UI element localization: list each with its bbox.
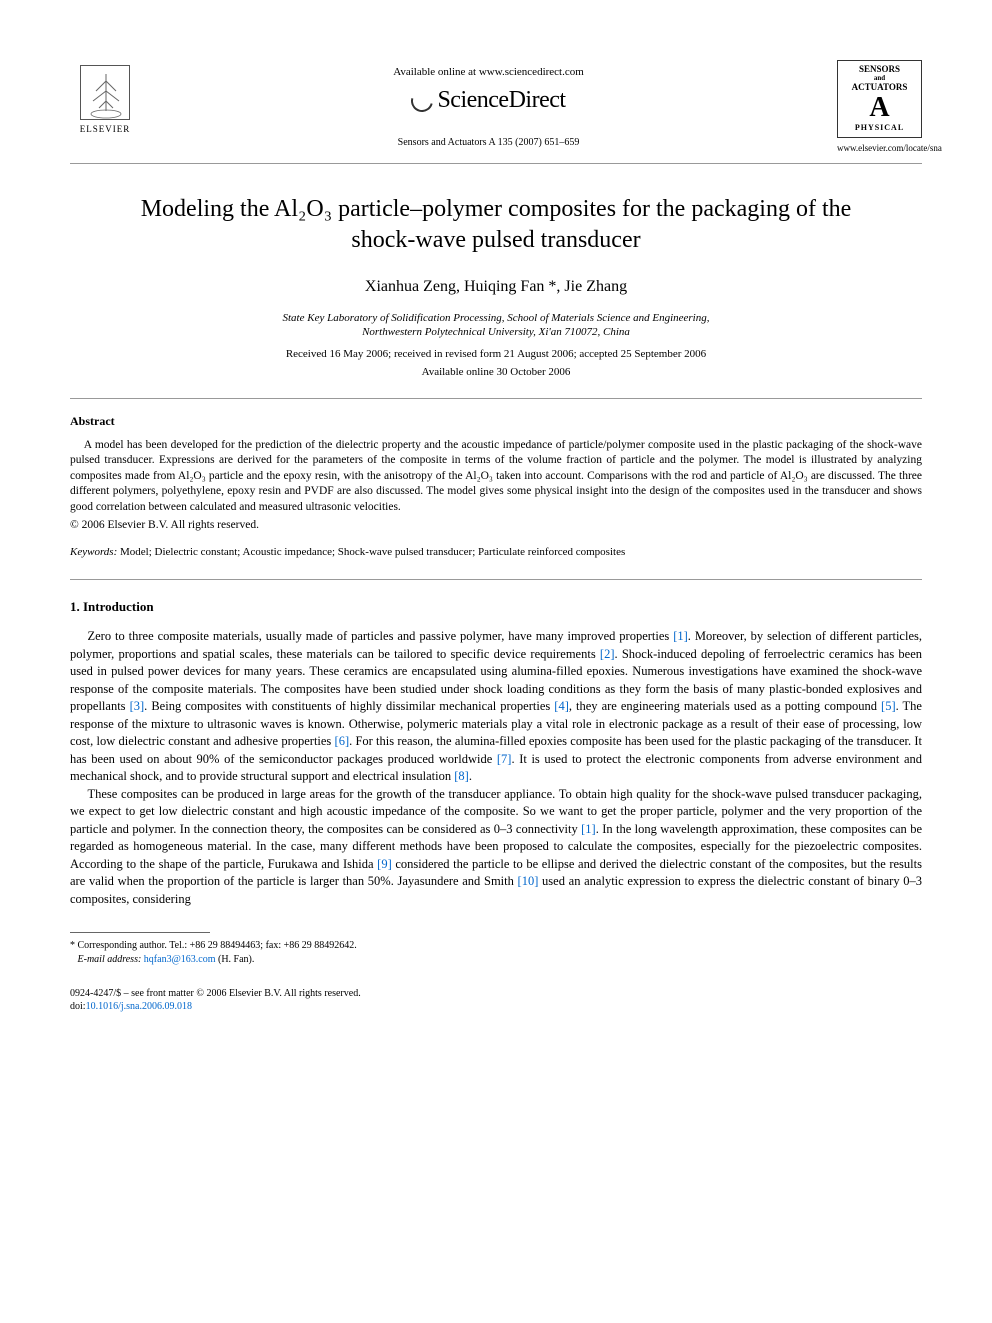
journal-url: www.elsevier.com/locate/sna (837, 142, 922, 155)
reference-link[interactable]: [4] (554, 699, 569, 713)
sciencedirect-logo: ScienceDirect (411, 84, 565, 118)
reference-link[interactable]: [2] (600, 647, 615, 661)
abstract-copyright: © 2006 Elsevier B.V. All rights reserved… (70, 517, 922, 533)
article-title: Modeling the Al₂O₃ particle–polymer comp… (110, 194, 882, 256)
doi-label: doi: (70, 1001, 86, 1012)
elsevier-tree-icon (80, 65, 130, 120)
introduction-paragraph-1: Zero to three composite materials, usual… (70, 628, 922, 786)
reference-link[interactable]: [1] (581, 822, 596, 836)
abstract-top-rule (70, 398, 922, 399)
email-line: E-mail address: hqfan3@163.com (H. Fan). (70, 953, 922, 967)
affiliation: State Key Laboratory of Solidification P… (70, 311, 922, 340)
journal-logo: SENSORS and ACTUATORS A PHYSICAL www.els… (837, 60, 922, 155)
introduction-heading: 1. Introduction (70, 598, 922, 616)
available-online-text: Available online at www.sciencedirect.co… (140, 65, 837, 80)
abstract-text: A model has been developed for the predi… (70, 438, 922, 516)
elsevier-label: ELSEVIER (80, 123, 131, 136)
reference-link[interactable]: [5] (881, 699, 896, 713)
header-rule (70, 163, 922, 164)
sciencedirect-brand: ScienceDirect (437, 84, 565, 118)
keywords-text: Model; Dielectric constant; Acoustic imp… (117, 546, 625, 558)
email-label: E-mail address: (78, 954, 142, 965)
reference-link[interactable]: [3] (130, 699, 145, 713)
doi-link[interactable]: 10.1016/j.sna.2006.09.018 (86, 1001, 192, 1012)
page-header: ELSEVIER Available online at www.science… (70, 60, 922, 155)
reference-link[interactable]: [8] (454, 769, 469, 783)
dates-received: Received 16 May 2006; received in revise… (70, 347, 922, 362)
reference-link[interactable]: [7] (497, 752, 512, 766)
page-footer: 0924-4247/$ – see front matter © 2006 El… (70, 987, 922, 1013)
journal-logo-subtitle: PHYSICAL (840, 124, 919, 133)
corresponding-text: * Corresponding author. Tel.: +86 29 884… (70, 939, 922, 953)
reference-link[interactable]: [6] (335, 734, 350, 748)
journal-logo-box: SENSORS and ACTUATORS A PHYSICAL (837, 60, 922, 138)
reference-link[interactable]: [10] (518, 874, 539, 888)
reference-link[interactable]: [1] (673, 629, 688, 643)
reference-link[interactable]: [9] (377, 857, 392, 871)
abstract-heading: Abstract (70, 413, 922, 430)
footnote-rule (70, 932, 210, 933)
introduction-paragraph-2: These composites can be produced in larg… (70, 786, 922, 909)
keywords: Keywords: Model; Dielectric constant; Ac… (70, 545, 922, 560)
footer-doi: doi:10.1016/j.sna.2006.09.018 (70, 1000, 922, 1013)
journal-logo-letter: A (840, 94, 919, 122)
journal-logo-line2: ACTUATORS (840, 83, 919, 93)
journal-reference: Sensors and Actuators A 135 (2007) 651–6… (140, 136, 837, 150)
email-link[interactable]: hqfan3@163.com (144, 954, 216, 965)
email-suffix: (H. Fan). (216, 954, 255, 965)
authors: Xianhua Zeng, Huiqing Fan *, Jie Zhang (70, 276, 922, 298)
abstract-bottom-rule (70, 579, 922, 580)
footer-copyright: 0924-4247/$ – see front matter © 2006 El… (70, 987, 922, 1000)
elsevier-logo: ELSEVIER (70, 60, 140, 140)
header-center: Available online at www.sciencedirect.co… (140, 60, 837, 150)
dates-available: Available online 30 October 2006 (70, 365, 922, 380)
sciencedirect-swoosh-icon (407, 86, 437, 116)
corresponding-author-footnote: * Corresponding author. Tel.: +86 29 884… (70, 939, 922, 967)
keywords-label: Keywords: (70, 546, 117, 558)
